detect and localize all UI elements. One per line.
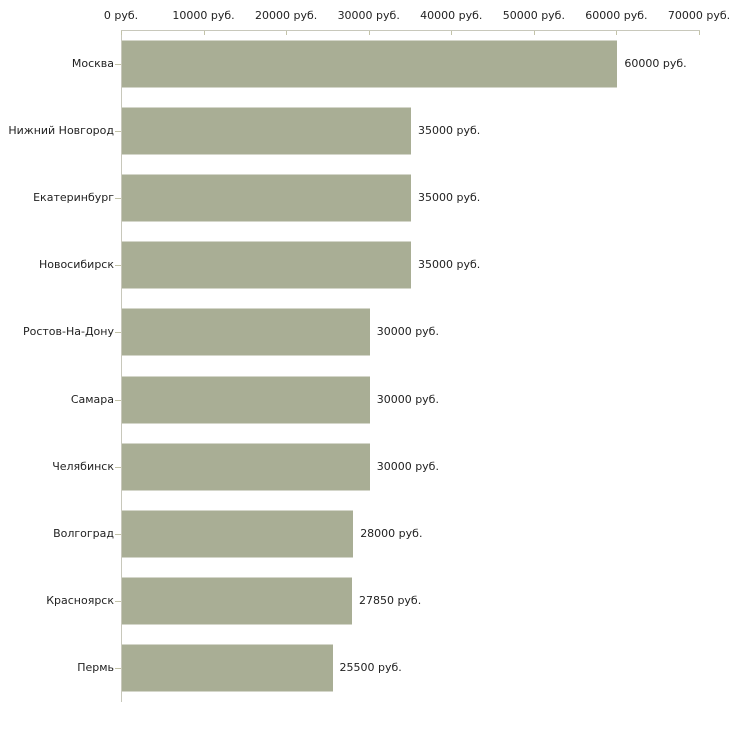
y-tick-mark [115,63,121,65]
y-tick-mark [115,601,121,603]
category-label: Ростов-На-Дону [22,325,114,339]
bar-row: Волгоград 28000 руб. [0,500,730,567]
category-label: Волгоград [53,526,114,540]
category-label: Челябинск [52,459,114,473]
y-tick-mark [115,668,121,670]
bar [122,443,370,491]
value-label: 30000 руб. [376,459,439,473]
category-label: Пермь [77,661,114,675]
value-label: 60000 руб. [624,56,687,70]
value-label: 27850 руб. [358,594,422,608]
bar-row: Пермь 25500 руб. [0,635,730,702]
x-tick-mark [533,31,535,35]
x-axis-line [121,30,700,31]
bar [122,510,354,558]
value-label: 28000 руб. [360,526,423,540]
x-tick-mark [121,31,122,35]
y-tick-mark [115,332,121,334]
category-label: Самара [70,392,114,406]
value-label: 35000 руб. [418,123,481,137]
bar [122,241,411,289]
y-axis-line [121,30,122,702]
bar [122,376,370,424]
category-label: Москва [71,56,114,70]
category-label: Нижний Новгород [8,123,114,137]
value-label: 30000 руб. [376,392,439,406]
y-tick-mark [115,466,121,468]
bar-row: Нижний Новгород 35000 руб. [0,97,730,164]
y-tick-mark [115,130,121,132]
x-tick-label: 40000 руб. [420,9,483,22]
bar [122,308,370,356]
x-tick-mark [451,31,453,35]
x-tick-mark [203,31,205,35]
category-label: Екатеринбург [33,190,114,204]
x-tick-mark [616,31,618,35]
y-tick-mark [115,399,121,401]
bar-row: Челябинск 30000 руб. [0,433,730,500]
bar-row: Екатеринбург 35000 руб. [0,164,730,231]
value-label: 25500 руб. [339,661,402,675]
bar [122,174,411,222]
value-label: 30000 руб. [376,325,439,339]
x-tick-mark [286,31,288,35]
y-tick-mark [115,197,121,199]
bar-row: Ростов-На-Дону 30000 руб. [0,299,730,366]
x-tick-label: 70000 руб. [667,9,730,22]
bar-row: Самара 30000 руб. [0,366,730,433]
category-label: Красноярск [46,594,114,608]
y-tick-mark [115,265,121,267]
bar [122,107,411,155]
x-tick-label: 0 руб. [103,9,139,22]
x-tick-label: 60000 руб. [585,9,648,22]
value-label: 35000 руб. [418,258,481,272]
bar-row: Новосибирск 35000 руб. [0,232,730,299]
x-tick-mark [699,31,700,35]
bar [122,577,352,625]
x-tick-label: 10000 руб. [172,9,235,22]
x-tick-label: 20000 руб. [255,9,318,22]
value-label: 35000 руб. [418,190,481,204]
bar-row: Красноярск 27850 руб. [0,568,730,635]
bar [122,40,618,88]
y-tick-mark [115,533,121,535]
x-tick-label: 50000 руб. [502,9,565,22]
x-tick-label: 30000 руб. [337,9,400,22]
bar [122,644,333,692]
bar-row: Москва 60000 руб. [0,30,730,97]
x-tick-mark [368,31,370,35]
category-label: Новосибирск [38,258,114,272]
